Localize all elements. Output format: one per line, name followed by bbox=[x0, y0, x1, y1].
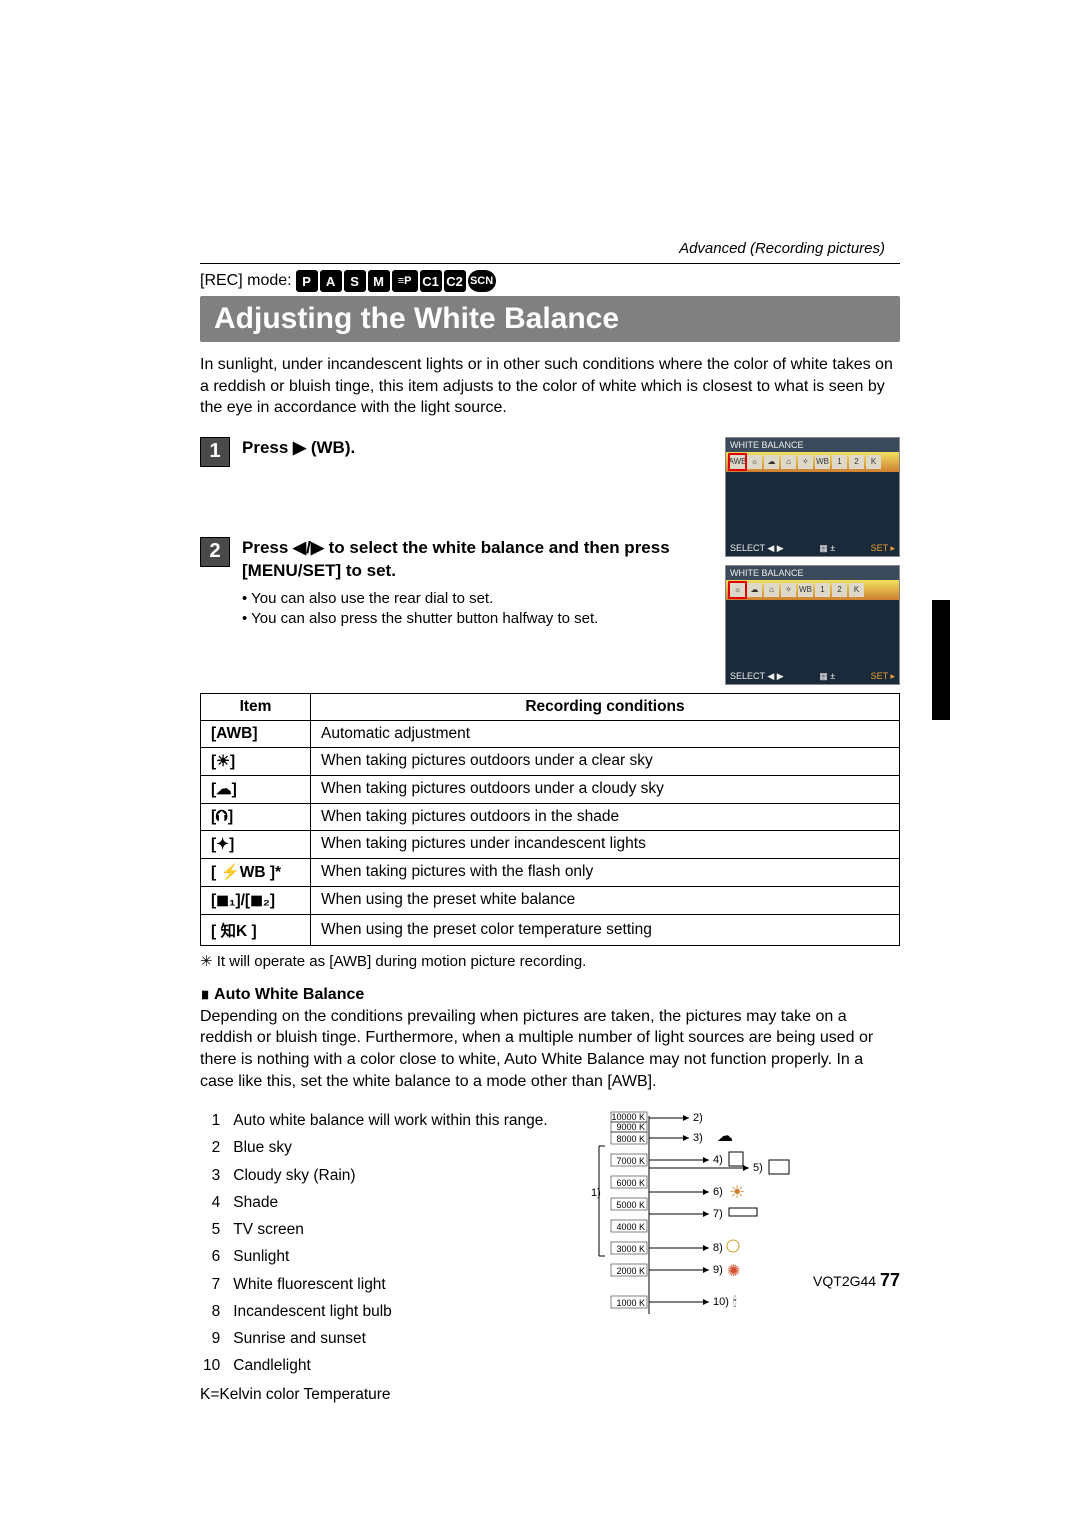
manual-page: Advanced (Recording pictures) [REC] mode… bbox=[0, 0, 1080, 1526]
step-2: 2 Press ◀/▶ to select the white balance … bbox=[200, 537, 709, 629]
wb-icon: WB bbox=[317, 438, 345, 457]
svg-text:7): 7) bbox=[713, 1208, 723, 1220]
table-row: [⮉]When taking pictures outdoors in the … bbox=[201, 803, 900, 830]
svg-text:☀: ☀ bbox=[729, 1182, 745, 1202]
step2-text: Press ◀/▶ to select the white balance an… bbox=[242, 538, 670, 580]
awb-legend: 1Auto white balance will work within thi… bbox=[200, 1106, 551, 1381]
list-item: 6Sunlight bbox=[202, 1244, 549, 1269]
intro-text: In sunlight, under incandescent lights o… bbox=[200, 354, 900, 419]
svg-text:10000 K: 10000 K bbox=[611, 1112, 645, 1122]
svg-text:9000 K: 9000 K bbox=[616, 1122, 645, 1132]
table-row: [☁]When taking pictures outdoors under a… bbox=[201, 775, 900, 803]
kelvin-note: K=Kelvin color Temperature bbox=[200, 1383, 551, 1406]
svg-text:4): 4) bbox=[713, 1154, 723, 1166]
svg-text:9): 9) bbox=[713, 1264, 723, 1276]
list-item: 3Cloudy sky (Rain) bbox=[202, 1163, 549, 1188]
table-row: [☀]When taking pictures outdoors under a… bbox=[201, 747, 900, 775]
mode-icon-row: P A S M ≡P C1 C2 SCN bbox=[296, 270, 496, 292]
table-footnote: ✳ It will operate as [AWB] during motion… bbox=[200, 952, 900, 970]
rec-mode-line: [REC] mode: P A S M ≡P C1 C2 SCN bbox=[200, 270, 900, 292]
rec-mode-label: [REC] mode: bbox=[200, 272, 292, 290]
side-tab bbox=[932, 600, 950, 720]
mode-icon-c1: C1 bbox=[420, 270, 442, 292]
svg-text:✺: ✺ bbox=[727, 1263, 740, 1280]
mode-icon-p: P bbox=[296, 270, 318, 292]
awb-heading: ∎ Auto White Balance bbox=[200, 984, 900, 1004]
svg-text:6000 K: 6000 K bbox=[616, 1178, 645, 1188]
list-item: 7White fluorescent light bbox=[202, 1272, 549, 1297]
table-row: [ ⚡WB ]*When taking pictures with the fl… bbox=[201, 858, 900, 886]
svg-text:10): 10) bbox=[713, 1296, 729, 1308]
list-item: 9Sunrise and sunset bbox=[202, 1326, 549, 1351]
svg-text:5): 5) bbox=[753, 1162, 763, 1174]
step-number-1: 1 bbox=[200, 437, 230, 467]
page-footer: VQT2G44 77 bbox=[813, 1270, 900, 1291]
step1-press: Press bbox=[242, 438, 293, 457]
table-row: [AWB]Automatic adjustment bbox=[201, 720, 900, 747]
step-1: 1 Press ▶ (WB). bbox=[200, 437, 709, 467]
mode-icon-a: A bbox=[320, 270, 342, 292]
step2-note-2: You can also press the shutter button ha… bbox=[252, 609, 709, 629]
right-arrow-icon: ▶ bbox=[293, 438, 306, 457]
page-number: 77 bbox=[880, 1270, 900, 1290]
svg-text:3): 3) bbox=[693, 1132, 703, 1144]
mode-icon-scn: SCN bbox=[468, 270, 496, 292]
mode-icon-movie: ≡P bbox=[392, 270, 418, 292]
list-item: 10Candlelight bbox=[202, 1353, 549, 1378]
mode-icon-s: S bbox=[344, 270, 366, 292]
svg-text:2000 K: 2000 K bbox=[616, 1266, 645, 1276]
mode-icon-c2: C2 bbox=[444, 270, 466, 292]
table-row: [ 知K ]When using the preset color temper… bbox=[201, 914, 900, 945]
lcd1-title: WHITE BALANCE bbox=[730, 440, 804, 450]
table-row: [✦]When taking pictures under incandesce… bbox=[201, 830, 900, 858]
svg-text:1000 K: 1000 K bbox=[616, 1298, 645, 1308]
page-title: Adjusting the White Balance bbox=[200, 296, 900, 342]
awb-text: Depending on the conditions prevailing w… bbox=[200, 1006, 900, 1092]
wb-table: Item Recording conditions [AWB]Automatic… bbox=[200, 693, 900, 946]
lcd-preview-1: WHITE BALANCE AWB ☼ ☁ ⌂ ✧ WB 1 2 K SELEC… bbox=[725, 437, 900, 557]
step-number-2: 2 bbox=[200, 537, 230, 567]
svg-text:8000 K: 8000 K bbox=[616, 1134, 645, 1144]
svg-text:🕯: 🕯 bbox=[733, 1294, 737, 1309]
svg-text:6): 6) bbox=[713, 1186, 723, 1198]
svg-text:☁: ☁ bbox=[717, 1128, 733, 1145]
svg-text:5000 K: 5000 K bbox=[616, 1200, 645, 1210]
step2-notes: You can also use the rear dial to set. Y… bbox=[242, 589, 709, 630]
svg-text:3000 K: 3000 K bbox=[616, 1244, 645, 1254]
svg-text:4000 K: 4000 K bbox=[616, 1222, 645, 1232]
step2-note-1: You can also use the rear dial to set. bbox=[252, 589, 709, 609]
section-header: Advanced (Recording pictures) bbox=[200, 240, 900, 257]
doc-code: VQT2G44 bbox=[813, 1273, 876, 1289]
kelvin-diagram: 10000 K 9000 K 8000 K 7000 K 6000 K 5000… bbox=[571, 1106, 801, 1326]
svg-text:2): 2) bbox=[693, 1112, 703, 1124]
svg-text:7000 K: 7000 K bbox=[616, 1156, 645, 1166]
divider bbox=[200, 263, 900, 264]
th-cond: Recording conditions bbox=[311, 693, 900, 720]
list-item: 1Auto white balance will work within thi… bbox=[202, 1108, 549, 1133]
svg-text:8): 8) bbox=[713, 1242, 723, 1254]
list-item: 5TV screen bbox=[202, 1217, 549, 1242]
list-item: 8Incandescent light bulb bbox=[202, 1299, 549, 1324]
th-item: Item bbox=[201, 693, 311, 720]
list-item: 4Shade bbox=[202, 1190, 549, 1215]
lcd2-title: WHITE BALANCE bbox=[730, 568, 804, 578]
list-item: 2Blue sky bbox=[202, 1135, 549, 1160]
table-row: [◼₁]/[◼₂]When using the preset white bal… bbox=[201, 886, 900, 914]
mode-icon-m: M bbox=[368, 270, 390, 292]
lcd-preview-2: WHITE BALANCE ☼ ☁ ⌂ ✧ WB 1 2 K SELECT ◀ … bbox=[725, 565, 900, 685]
